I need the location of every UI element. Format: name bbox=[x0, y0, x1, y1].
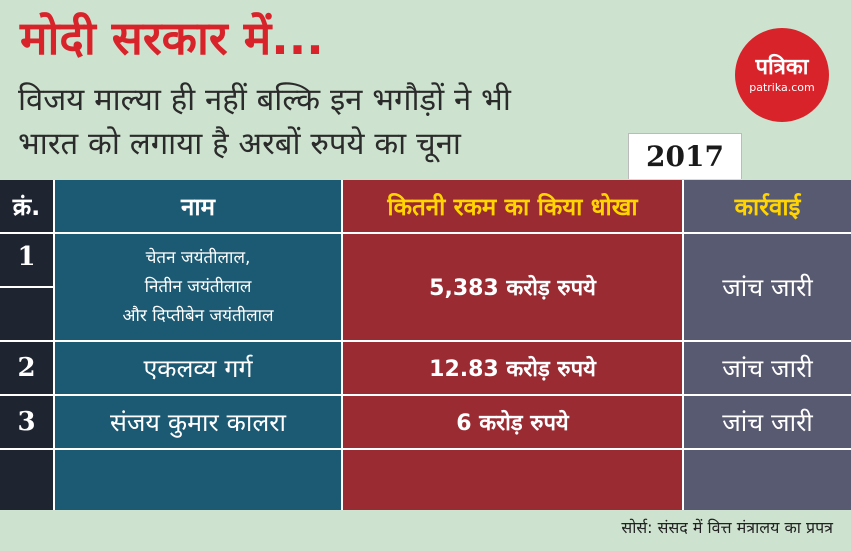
row-1-name-line-2: नितीन जयंतीलाल bbox=[144, 276, 252, 297]
row-3-amount: 6 करोड़ रुपये bbox=[343, 396, 682, 448]
logo-site: patrika.com bbox=[749, 81, 815, 94]
header-action: कार्रवाई bbox=[684, 180, 851, 232]
fraud-table: क्रं. नाम कितनी रकम का किया धोखा कार्रवा… bbox=[0, 180, 851, 510]
row-3-action: जांच जारी bbox=[684, 396, 851, 448]
subtitle-line-1: विजय माल्या ही नहीं बल्कि इन भगौड़ों ने … bbox=[18, 82, 511, 118]
row-2-serial: 2 bbox=[0, 342, 53, 394]
header-serial: क्रं. bbox=[0, 180, 53, 232]
row-2-action: जांच जारी bbox=[684, 342, 851, 394]
logo-name: पत्रिका bbox=[755, 55, 809, 80]
header-name: नाम bbox=[55, 180, 341, 232]
empty-row-serial bbox=[0, 450, 53, 510]
row-1-amount: 5,383 करोड़ रुपये bbox=[343, 234, 682, 340]
empty-row-action bbox=[684, 450, 851, 510]
row-3-name: संजय कुमार कालरा bbox=[55, 396, 341, 448]
row-1-action: जांच जारी bbox=[684, 234, 851, 340]
year-badge: 2017 bbox=[628, 133, 742, 179]
empty-row-amount bbox=[343, 450, 682, 510]
row-1-name: चेतन जयंतीलाल, नितीन जयंतीलाल और दिप्तीब… bbox=[55, 234, 341, 340]
row-2-name: एकलव्य गर्ग bbox=[55, 342, 341, 394]
row-1-serial: 1 bbox=[0, 234, 53, 286]
empty-row-name bbox=[55, 450, 341, 510]
row-1-serial-filler bbox=[0, 288, 53, 340]
row-2-amount: 12.83 करोड़ रुपये bbox=[343, 342, 682, 394]
page-title: मोदी सरकार में... bbox=[20, 11, 324, 65]
patrika-logo: पत्रिका patrika.com bbox=[735, 28, 829, 122]
source-note: सोर्स: संसद में वित्त मंत्रालय का प्रपत्… bbox=[621, 518, 833, 537]
row-1-name-line-1: चेतन जयंतीलाल, bbox=[145, 247, 251, 268]
row-3-serial: 3 bbox=[0, 396, 53, 448]
subtitle-line-2: भारत को लगाया है अरबों रुपये का चूना bbox=[18, 126, 461, 162]
header: मोदी सरकार में... विजय माल्या ही नहीं बल… bbox=[0, 0, 851, 180]
header-amount: कितनी रकम का किया धोखा bbox=[343, 180, 682, 232]
row-1-name-line-3: और दिप्तीबेन जयंतीलाल bbox=[122, 305, 274, 326]
